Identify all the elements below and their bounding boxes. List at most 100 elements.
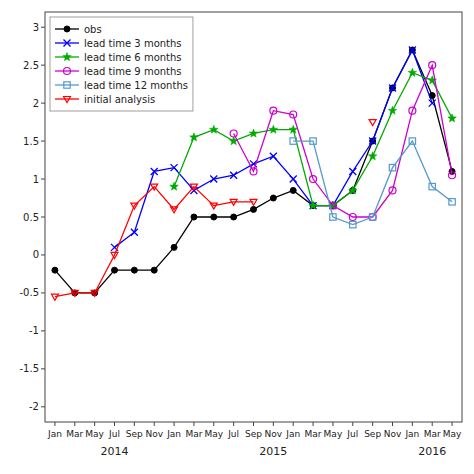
series bbox=[52, 47, 455, 296]
point bbox=[51, 294, 58, 300]
series bbox=[170, 68, 457, 209]
year-label: 2016 bbox=[418, 445, 446, 458]
point bbox=[231, 214, 237, 220]
x-tick bbox=[392, 422, 393, 426]
x-tick-label: Mar bbox=[424, 429, 441, 439]
legend-marker bbox=[63, 53, 72, 61]
x-tick-label: Mar bbox=[66, 429, 83, 439]
point bbox=[270, 107, 277, 114]
y-tick bbox=[41, 254, 45, 255]
legend-label: lead time 3 months bbox=[84, 38, 182, 49]
legend-marker bbox=[64, 40, 71, 47]
point bbox=[171, 164, 178, 171]
point bbox=[290, 176, 297, 183]
y-tick-label: 1 bbox=[33, 174, 39, 185]
x-tick-label: Jan bbox=[404, 429, 419, 439]
point bbox=[350, 221, 356, 227]
point bbox=[249, 129, 258, 137]
point bbox=[171, 207, 178, 213]
point bbox=[191, 214, 197, 220]
y-tick bbox=[41, 141, 45, 142]
x-tick-label: Jan bbox=[166, 429, 181, 439]
point bbox=[151, 267, 157, 273]
point bbox=[190, 133, 199, 141]
legend-frame bbox=[50, 17, 193, 111]
y-tick-label: 0.5 bbox=[23, 212, 39, 223]
x-tick bbox=[452, 422, 453, 426]
point bbox=[210, 203, 217, 209]
x-tick bbox=[332, 422, 333, 426]
point bbox=[131, 229, 138, 236]
legend-label: lead time 12 months bbox=[84, 80, 188, 91]
x-tick-label: May bbox=[204, 429, 223, 439]
legend-marker bbox=[64, 82, 70, 88]
point bbox=[111, 252, 118, 258]
point bbox=[211, 214, 217, 220]
legend-marker bbox=[64, 97, 71, 103]
point bbox=[349, 168, 356, 175]
point bbox=[389, 84, 396, 91]
series-line bbox=[234, 65, 452, 217]
y-tick-label: -2 bbox=[29, 401, 39, 412]
y-tick bbox=[41, 65, 45, 66]
x-tick-label: May bbox=[324, 429, 343, 439]
point bbox=[369, 214, 375, 220]
year-label: 2014 bbox=[101, 445, 129, 458]
point bbox=[370, 138, 376, 144]
y-tick bbox=[41, 292, 45, 293]
point bbox=[449, 199, 455, 205]
x-tick-label: May bbox=[443, 429, 462, 439]
legend-marker bbox=[64, 68, 71, 75]
point bbox=[229, 137, 238, 145]
x-tick-label: Nov bbox=[384, 429, 402, 439]
point bbox=[210, 176, 217, 183]
y-tick bbox=[41, 27, 45, 28]
point bbox=[91, 290, 98, 296]
series bbox=[290, 138, 455, 228]
series-line bbox=[55, 122, 373, 297]
point bbox=[270, 153, 277, 160]
y-tick-label: 0 bbox=[33, 249, 39, 260]
point bbox=[389, 187, 396, 194]
point bbox=[230, 172, 237, 179]
series bbox=[230, 62, 455, 221]
x-tick bbox=[74, 422, 75, 426]
point bbox=[269, 125, 278, 133]
x-tick-label: Sep bbox=[364, 429, 381, 439]
point bbox=[409, 47, 415, 53]
x-tick-label: Jan bbox=[285, 429, 300, 439]
y-tick-label: -0.5 bbox=[19, 287, 39, 298]
x-tick-label: Nov bbox=[265, 429, 283, 439]
point bbox=[171, 244, 177, 250]
point bbox=[429, 100, 436, 107]
plot-frame bbox=[45, 12, 462, 422]
y-tick bbox=[41, 103, 45, 104]
legend-swatch bbox=[55, 70, 79, 71]
y-tick bbox=[41, 406, 45, 407]
x-tick bbox=[154, 422, 155, 426]
point bbox=[409, 46, 416, 53]
legend-swatch bbox=[55, 98, 79, 99]
y-tick-label: 2 bbox=[33, 98, 39, 109]
point bbox=[151, 184, 158, 190]
x-tick bbox=[193, 422, 194, 426]
y-tick-label: 3 bbox=[33, 22, 39, 33]
series bbox=[51, 120, 376, 301]
point bbox=[390, 85, 396, 91]
point bbox=[270, 195, 276, 201]
point bbox=[408, 68, 417, 76]
point bbox=[112, 267, 118, 273]
point bbox=[389, 164, 395, 170]
y-tick-label: 2.5 bbox=[23, 60, 39, 71]
point bbox=[250, 199, 257, 205]
x-tick bbox=[253, 422, 254, 426]
y-tick-label: -1.5 bbox=[19, 363, 39, 374]
point bbox=[409, 138, 415, 144]
series-line bbox=[293, 141, 452, 225]
x-tick-label: Sep bbox=[126, 429, 143, 439]
point bbox=[349, 214, 356, 221]
point bbox=[210, 125, 219, 133]
x-tick bbox=[273, 422, 274, 426]
point bbox=[309, 201, 318, 209]
plot-area bbox=[51, 46, 456, 300]
